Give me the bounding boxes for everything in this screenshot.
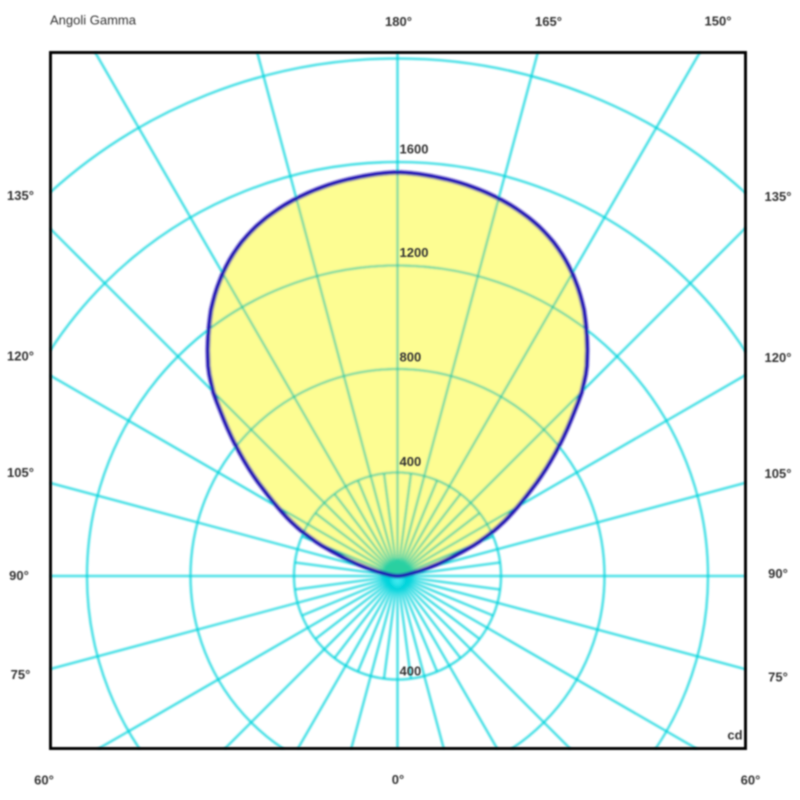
- svg-text:800: 800: [400, 350, 422, 365]
- svg-text:105°: 105°: [765, 466, 792, 481]
- svg-text:165°: 165°: [535, 14, 562, 29]
- svg-text:400: 400: [400, 664, 422, 679]
- svg-text:180°: 180°: [385, 14, 412, 29]
- svg-text:cd: cd: [727, 728, 742, 743]
- svg-text:Angoli Gamma: Angoli Gamma: [50, 13, 137, 28]
- svg-text:135°: 135°: [7, 188, 34, 203]
- svg-text:90°: 90°: [9, 568, 29, 583]
- svg-text:1200: 1200: [400, 245, 429, 260]
- svg-text:135°: 135°: [765, 189, 792, 204]
- svg-text:150°: 150°: [705, 14, 732, 29]
- svg-text:75°: 75°: [11, 667, 31, 682]
- svg-text:120°: 120°: [765, 350, 792, 365]
- svg-text:60°: 60°: [34, 773, 54, 788]
- svg-text:60°: 60°: [741, 773, 761, 788]
- svg-text:90°: 90°: [768, 566, 788, 581]
- svg-text:1600: 1600: [400, 142, 429, 157]
- svg-text:120°: 120°: [7, 349, 34, 364]
- svg-text:400: 400: [400, 454, 422, 469]
- svg-text:105°: 105°: [7, 465, 34, 480]
- svg-text:75°: 75°: [768, 670, 788, 685]
- svg-text:0°: 0°: [392, 772, 404, 787]
